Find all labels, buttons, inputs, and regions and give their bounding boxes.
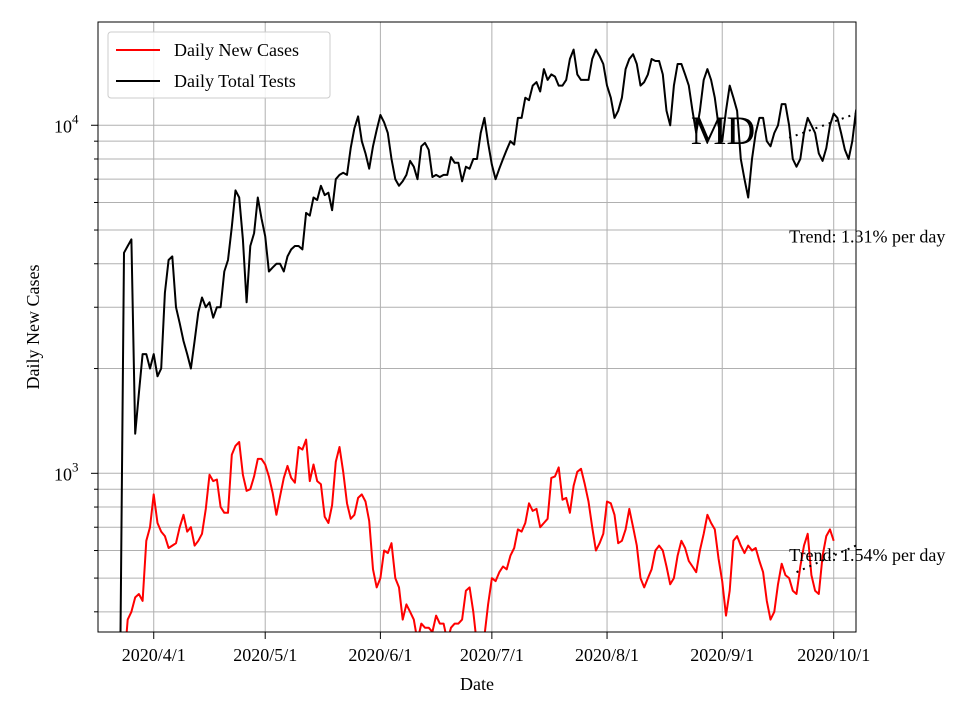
y-tick-label: 103 — [54, 459, 79, 484]
axis-ticks — [91, 124, 835, 639]
x-tick-label: 2020/5/1 — [233, 645, 297, 665]
plot-frame — [97, 21, 857, 633]
series-layer — [119, 48, 856, 632]
legend-box — [107, 31, 331, 99]
axis-tick-labels: 2020/4/1 2020/5/1 2020/6/1 2020/7/1 2020/8/1… — [54, 111, 870, 665]
x-tick-label: 2020/10/1 — [797, 645, 870, 665]
x-tick-label: 2020/7/1 — [460, 645, 524, 665]
series-line-daily-new-cases — [125, 438, 835, 632]
legend-label-cases: Daily New Cases — [174, 40, 299, 60]
legend-label-tests: Daily Total Tests — [174, 71, 296, 91]
state-annotation: MD — [691, 108, 755, 153]
x-axis-label: Date — [460, 674, 494, 694]
trend-annotation: Trend: 1.54% per day — [789, 545, 945, 565]
trend-layer — [788, 112, 856, 574]
y-axis-label: Daily New Cases — [23, 265, 43, 390]
trend-line — [788, 112, 856, 139]
x-tick-label: 2020/6/1 — [348, 645, 412, 665]
trend-annotation: Trend: 1.31% per day — [789, 227, 945, 247]
trend-annotations: Trend: 1.31% per day Trend: 1.54% per day — [789, 227, 945, 565]
x-tick-label: 2020/4/1 — [122, 645, 186, 665]
y-tick-label: 104 — [54, 111, 79, 136]
x-tick-label: 2020/9/1 — [690, 645, 754, 665]
x-tick-label: 2020/8/1 — [575, 645, 639, 665]
series-line-daily-total-tests — [119, 48, 856, 632]
legend: Daily New Cases Daily Total Tests — [107, 31, 331, 99]
